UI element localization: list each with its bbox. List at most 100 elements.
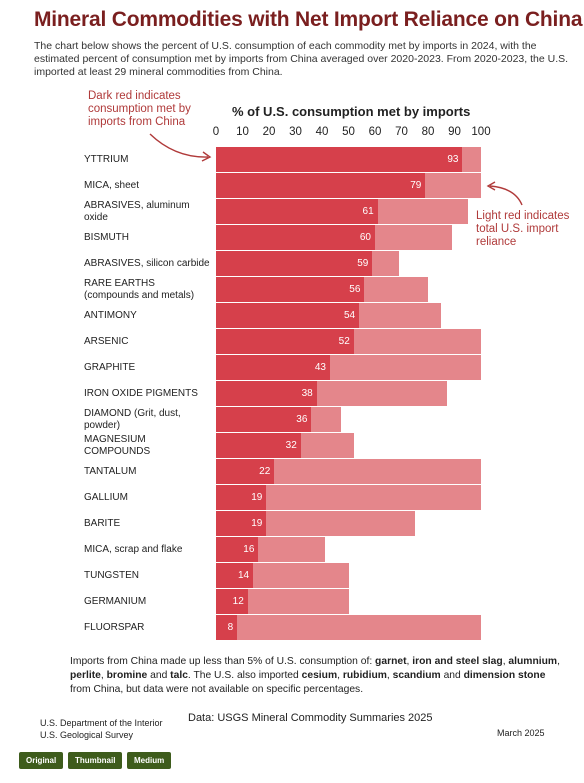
category-label: ANTIMONY	[84, 309, 137, 321]
data-label: 19	[251, 492, 263, 503]
note-text: and	[147, 670, 171, 681]
note-text: ,	[557, 656, 560, 667]
bar	[216, 329, 354, 354]
category-label: BISMUTH	[84, 231, 129, 243]
note-text: Imports from China made up less than 5% …	[70, 656, 376, 667]
annotation: Dark red indicates consumption met by im…	[88, 90, 191, 128]
category-label: GRAPHITE	[84, 361, 136, 373]
note-text: from China, but data were not available …	[70, 684, 364, 695]
bar	[216, 537, 259, 562]
x-tick-label: 60	[368, 126, 382, 138]
agency-line: U.S. Geological Survey	[40, 730, 134, 740]
bar	[216, 199, 378, 224]
category-label: IRON OXIDE PIGMENTS	[84, 387, 198, 399]
x-tick-label: 80	[421, 126, 435, 138]
data-label: 32	[285, 440, 297, 451]
data-label: 36	[296, 414, 308, 425]
note-text: . The U.S. also imported	[187, 670, 302, 681]
x-tick-label: 70	[395, 126, 408, 138]
x-tick-label: 10	[236, 126, 249, 138]
bar	[216, 407, 312, 432]
data-label: 61	[362, 206, 374, 217]
category-label: DIAMOND (Grit, dust, powder)	[84, 407, 181, 431]
bar	[216, 173, 426, 198]
data-label: 56	[349, 284, 361, 295]
bar	[216, 355, 330, 380]
note-bold: perlite	[70, 670, 101, 681]
button[interactable]: Medium	[127, 752, 172, 769]
x-tick-label: 20	[262, 126, 276, 138]
data-label: 93	[447, 154, 459, 165]
bar	[216, 459, 275, 484]
button[interactable]: Thumbnail	[68, 752, 123, 769]
note-bold: alumnium	[508, 656, 558, 667]
category-label: MICA, sheet	[84, 179, 140, 191]
note-text: ,	[386, 670, 393, 681]
category-label: MAGNESIUM COMPOUNDS	[84, 433, 151, 457]
category-label: ABRASIVES, aluminum oxide	[84, 199, 190, 223]
category-label: YTTRIUM	[84, 153, 129, 165]
bar	[216, 277, 365, 302]
arrow-head	[486, 181, 496, 191]
data-label: 12	[232, 596, 244, 607]
note-bold: talc	[170, 670, 188, 681]
bar	[216, 433, 301, 458]
note-bold: cesium	[301, 670, 338, 681]
x-axis-title: % of U.S. consumption met by imports	[232, 104, 471, 119]
agency: U.S. Department of the Interior U.S. Geo…	[40, 717, 163, 741]
x-tick-label: 0	[212, 126, 220, 138]
note-text: and	[440, 670, 464, 681]
note-bold: rubidium	[342, 670, 387, 681]
arrow	[489, 185, 523, 206]
data-label: 38	[301, 388, 313, 399]
data-label: 14	[237, 570, 250, 581]
data-label: 54	[343, 310, 356, 321]
data-label: 16	[243, 544, 255, 555]
category-label: ARSENIC	[84, 335, 129, 347]
note-bold: bromine	[106, 670, 148, 681]
category-label: GALLIUM	[84, 491, 128, 503]
data-label: 43	[314, 362, 326, 373]
subtitle: The chart below shows the percent of U.S…	[34, 40, 569, 78]
bar	[216, 615, 238, 640]
source: Data: USGS Mineral Commodity Summaries 2…	[188, 712, 433, 724]
x-tick-label: 90	[448, 126, 461, 138]
annotation: Light red indicates total U.S. import re…	[476, 210, 570, 248]
data-label: 60	[359, 232, 371, 243]
bar	[216, 615, 481, 640]
data-label: 19	[251, 518, 263, 529]
bar	[216, 303, 360, 328]
note-bold: dimension stone	[463, 670, 546, 681]
bar	[216, 381, 317, 406]
note: Imports from China made up less than 5% …	[70, 655, 560, 697]
category-label: ABRASIVES, silicon carbide	[84, 257, 210, 269]
chart-title: Mineral Commodities with Net Import Reli…	[34, 8, 583, 31]
date: March 2025	[497, 728, 545, 738]
bar	[216, 147, 463, 172]
category-label: GERMANIUM	[84, 595, 147, 607]
button[interactable]: Original	[19, 752, 64, 769]
note-text: ,	[337, 670, 343, 681]
data-label: 59	[357, 258, 369, 269]
data-label: 22	[259, 466, 271, 477]
category-label: RARE EARTHS (compounds and metals)	[84, 277, 195, 301]
x-tick-label: 50	[342, 126, 355, 138]
note-bold: scandium	[392, 670, 441, 681]
agency-line: U.S. Department of the Interior	[40, 718, 163, 728]
data-label: 79	[410, 180, 422, 191]
category-label: TUNGSTEN	[84, 569, 139, 581]
bar	[216, 511, 267, 536]
note-bold: garnet	[375, 656, 407, 667]
note-text: ,	[406, 656, 413, 667]
bar	[216, 225, 375, 250]
bar	[216, 485, 267, 510]
category-label: MICA, scrap and flake	[84, 543, 183, 555]
data-label: 8	[227, 622, 234, 633]
bar	[216, 589, 248, 614]
category-label: BARITE	[84, 517, 121, 529]
note-text: ,	[100, 670, 107, 681]
x-tick-label: 30	[289, 126, 302, 138]
bar	[216, 251, 373, 276]
x-tick-label: 100	[471, 126, 491, 138]
note-text: ,	[502, 656, 509, 667]
